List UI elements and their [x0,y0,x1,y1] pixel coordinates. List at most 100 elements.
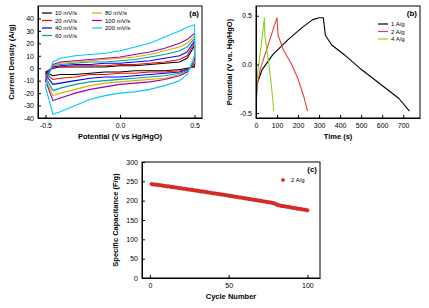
y-axis-tick: 300 [126,159,145,166]
tick-mark [38,81,41,82]
y-axis-tick: 0 [30,65,41,72]
y-axis-line [38,7,39,119]
y-axis-title: Specific Capacitance (F/g) [111,173,120,267]
plot-frame [142,162,320,278]
tick-label: 0 [148,282,152,289]
tick-label: 40 [26,15,34,22]
tick-mark [403,115,404,118]
tick-label: 0.5 [190,122,200,129]
legend-swatch [378,38,388,39]
tick-label: -10 [24,77,34,84]
tick-label: -0.5 [40,122,52,129]
x-axis-tick: 0.0 [116,115,126,129]
tick-label: 700 [398,122,410,129]
tick-label: 400 [335,122,347,129]
tick-label: 0.0 [116,122,126,129]
x-axis-title: Potential (V vs Hg/HgO) [78,132,163,141]
tick-label: 50 [225,282,233,289]
y-axis-tick: -30 [24,102,41,109]
legend-swatch [92,20,102,21]
tick-label: 200 [126,197,138,204]
tick-mark [150,275,151,278]
tick-label: -30 [24,102,34,109]
panel: -0.50.00.5-40-30-20-10010203040Potential… [7,6,203,141]
legend-label: 80 mV/s [105,10,127,16]
legend-swatch [378,23,388,24]
legend-label: 2 A/g [291,177,305,183]
legend-swatch [42,35,52,36]
y-axis-tick: -10 [24,77,41,84]
plot-frame [256,6,420,118]
legend-label: 1 A/g [391,21,405,27]
legend-label: 2 A/g [391,29,405,35]
tick-mark [142,239,145,240]
tick-label: -20 [24,90,34,97]
tick-label: 0 [255,122,259,129]
y-axis-tick: 20 [26,40,41,47]
tick-mark [382,115,383,118]
tick-label: 50 [130,255,138,262]
series-line [256,18,274,111]
panel: 050100050100150200250300Cycle NumberSpec… [111,159,321,301]
x-axis-line [143,278,321,279]
legend: 10 mV/s20 mV/s40 mV/s60 mV/s80 mV/s100 m… [42,10,130,39]
panel-label: (b) [407,9,418,18]
tick-label: 20 [26,40,34,47]
tick-mark [38,18,41,19]
legend-label: 200 mV/s [105,25,130,31]
tick-label: 100 [126,236,138,243]
y-axis-tick: 0 [134,275,145,282]
tick-mark [142,278,145,279]
legend-swatch [281,178,285,182]
legend-label: 20 mV/s [55,18,77,24]
tick-label: 10 [26,53,34,60]
panel-label: (c) [307,165,317,174]
y-axis-tick: 0.0 [242,61,259,68]
x-axis-line [257,118,421,119]
plot-frame [38,6,202,118]
tick-mark [229,275,230,278]
tick-label: -0.5 [240,110,252,117]
y-axis: 050100150200250300 [126,159,145,282]
legend-swatch [378,31,388,32]
tick-mark [45,115,46,118]
plot-area [150,182,310,212]
tick-mark [142,181,145,182]
y-axis-line [256,7,257,119]
tick-mark [38,118,41,119]
tick-label: -40 [24,115,34,122]
x-axis: 0100200300400500600700 [255,115,421,129]
tick-mark [256,16,259,17]
y-axis: -40-30-20-10010203040 [24,7,41,122]
y-axis-tick: 10 [26,53,41,60]
tick-label: 300 [314,122,326,129]
tick-mark [38,31,41,32]
tick-label: 0 [30,65,34,72]
tick-mark [319,115,320,118]
tick-mark [361,115,362,118]
panel-label: (a) [189,9,199,18]
series-line [256,18,308,111]
y-axis-tick: 100 [126,236,145,243]
legend-swatch [42,20,52,21]
x-axis: 0 50 100 [143,275,321,289]
legend-swatch [42,27,52,28]
plot-area [256,18,409,111]
x-axis-tick: -0.5 [40,115,52,129]
x-axis-tick: 0.5 [190,115,200,129]
tick-mark [298,115,299,118]
x-axis-tick: 100 [302,275,314,289]
x-axis: -0.5 0.0 0.5 [39,115,203,129]
plot-area [45,25,194,115]
y-axis-title: Current Density (A/g) [7,24,16,100]
x-axis-tick: 0 [148,275,152,289]
y-axis-tick: -20 [24,90,41,97]
tick-mark [142,259,145,260]
legend-swatch [92,12,102,13]
tick-mark [38,43,41,44]
x-axis-line [39,118,203,119]
legend-label: 60 mV/s [55,33,77,39]
point [306,209,310,213]
figure: -0.50.00.5-40-30-20-10010203040Potential… [0,0,429,308]
x-axis-tick: 400 [335,115,347,129]
